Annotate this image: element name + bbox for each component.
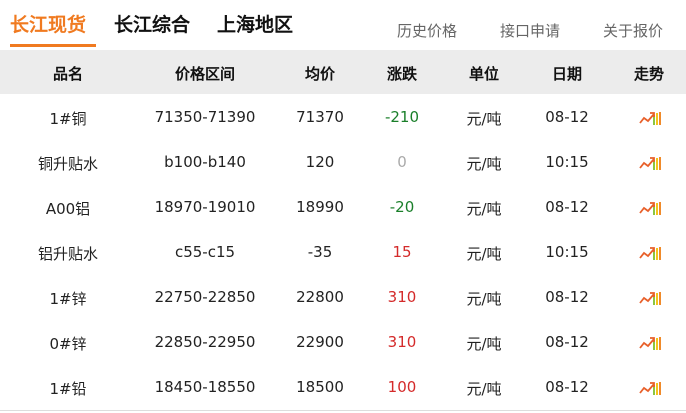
trend-chart-icon[interactable]	[639, 245, 661, 260]
table-row: 铜升贴水 b100-b140 120 0 元/吨 10:15	[0, 139, 686, 184]
cell-name: A00铝	[45, 200, 91, 218]
tab-changjiang-spot[interactable]: 长江现货	[10, 14, 87, 36]
col-name: 品名	[52, 65, 84, 83]
cell-unit: 元/吨	[466, 380, 502, 398]
cell-date: 10:15	[545, 153, 589, 171]
cell-change: -20	[389, 198, 415, 216]
cell-unit: 元/吨	[466, 335, 502, 353]
cell-change: -210	[384, 108, 420, 126]
active-tab-indicator	[10, 44, 96, 47]
col-avg: 均价	[304, 65, 336, 83]
tab-bar: 长江现货 长江综合 上海地区 历史价格 接口申请 关于报价	[0, 0, 686, 50]
cell-name: 铜升贴水	[37, 155, 99, 173]
col-range: 价格区间	[174, 65, 236, 83]
table-header: 品名 价格区间 均价 涨跌 单位 日期 走势	[0, 50, 686, 94]
cell-avg: 22900	[296, 333, 344, 351]
cell-avg: -35	[307, 243, 333, 261]
cell-avg: 120	[305, 153, 335, 171]
tab-shanghai[interactable]: 上海地区	[217, 14, 294, 36]
cell-avg: 18990	[296, 198, 344, 216]
col-date: 日期	[551, 65, 583, 83]
table-row: 1#铅 18450-18550 18500 100 元/吨 08-12	[0, 364, 686, 409]
cell-date: 10:15	[545, 243, 589, 261]
tab-changjiang-composite[interactable]: 长江综合	[114, 14, 191, 36]
cell-name: 1#铜	[49, 110, 87, 128]
history-price-link[interactable]: 历史价格	[397, 22, 458, 40]
trend-chart-icon[interactable]	[639, 335, 661, 350]
table-row: 1#铜 71350-71390 71370 -210 元/吨 08-12	[0, 94, 686, 139]
cell-date: 08-12	[545, 378, 589, 396]
col-unit: 单位	[468, 65, 500, 83]
cell-name: 铝升贴水	[37, 245, 99, 263]
cell-change: 310	[387, 333, 417, 351]
cell-unit: 元/吨	[466, 200, 502, 218]
cell-date: 08-12	[545, 198, 589, 216]
cell-name: 0#锌	[49, 335, 87, 353]
cell-range: b100-b140	[164, 153, 246, 171]
trend-chart-icon[interactable]	[639, 110, 661, 125]
cell-unit: 元/吨	[466, 110, 502, 128]
table-row: 1#锌 22750-22850 22800 310 元/吨 08-12	[0, 274, 686, 319]
cell-date: 08-12	[545, 333, 589, 351]
cell-range: 22850-22950	[154, 333, 256, 351]
about-quote-link[interactable]: 关于报价	[603, 22, 664, 40]
cell-range: 22750-22850	[154, 288, 256, 306]
cell-unit: 元/吨	[466, 155, 502, 173]
cell-avg: 18500	[296, 378, 344, 396]
cell-avg: 22800	[296, 288, 344, 306]
bottom-border	[0, 410, 686, 411]
cell-change: 100	[387, 378, 417, 396]
trend-chart-icon[interactable]	[639, 380, 661, 395]
table-row: 铝升贴水 c55-c15 -35 15 元/吨 10:15	[0, 229, 686, 274]
cell-range: c55-c15	[174, 243, 236, 261]
cell-change: 310	[387, 288, 417, 306]
cell-name: 1#锌	[49, 290, 87, 308]
cell-avg: 71370	[296, 108, 344, 126]
cell-range: 71350-71390	[154, 108, 256, 126]
cell-range: 18450-18550	[154, 378, 256, 396]
cell-unit: 元/吨	[466, 245, 502, 263]
cell-range: 18970-19010	[154, 198, 256, 216]
cell-date: 08-12	[545, 108, 589, 126]
table-row: A00铝 18970-19010 18990 -20 元/吨 08-12	[0, 184, 686, 229]
trend-chart-icon[interactable]	[639, 290, 661, 305]
col-trend: 走势	[633, 65, 665, 83]
cell-change: 0	[397, 153, 407, 171]
cell-unit: 元/吨	[466, 290, 502, 308]
cell-name: 1#铅	[49, 380, 87, 398]
trend-chart-icon[interactable]	[639, 200, 661, 215]
api-apply-link[interactable]: 接口申请	[500, 22, 561, 40]
col-change: 涨跌	[386, 65, 418, 83]
cell-change: 15	[392, 243, 412, 261]
trend-chart-icon[interactable]	[639, 155, 661, 170]
table-row: 0#锌 22850-22950 22900 310 元/吨 08-12	[0, 319, 686, 364]
cell-date: 08-12	[545, 288, 589, 306]
